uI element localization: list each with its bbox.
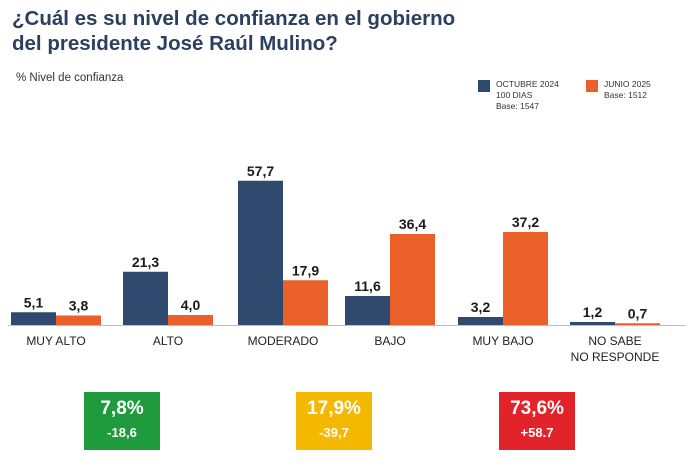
bar-octubre-2024 bbox=[458, 317, 503, 325]
legend-swatch-junio-2025 bbox=[586, 80, 598, 92]
bar-octubre-2024 bbox=[238, 180, 283, 325]
category-label: MUY ALTO bbox=[26, 334, 85, 348]
bar-value-label: 4,0 bbox=[181, 297, 201, 313]
bar-junio-2025 bbox=[56, 315, 101, 325]
bar-value-label: 3,2 bbox=[471, 299, 491, 315]
legend-item-octubre-2024: OCTUBRE 2024 100 DIAS Base: 1547 bbox=[478, 79, 559, 112]
bar-octubre-2024 bbox=[123, 271, 168, 325]
summary-change: +58.7 bbox=[520, 425, 554, 440]
category-label: NO RESPONDE bbox=[571, 350, 660, 364]
legend-line: OCTUBRE 2024 bbox=[496, 79, 559, 89]
bar-chart: 5,1 21,3 57,7 11,6 3,2 1,2 3,8 4,0 17,9 36,4 37,2 0… bbox=[8, 163, 686, 364]
legend-swatch-octubre-2024 bbox=[478, 80, 490, 92]
category-label: NO SABE bbox=[588, 334, 641, 348]
bar-value-label: 57,7 bbox=[247, 163, 274, 179]
bar-junio-2025 bbox=[390, 234, 435, 325]
legend-text-octubre-2024: OCTUBRE 2024 100 DIAS Base: 1547 bbox=[496, 79, 559, 112]
legend-line: Base: 1547 bbox=[496, 101, 540, 111]
legend-line: 100 DIAS bbox=[496, 90, 533, 100]
bar-value-label: 3,8 bbox=[69, 298, 89, 314]
bar-octubre-2024 bbox=[11, 312, 56, 325]
bar-junio-2025 bbox=[615, 323, 660, 325]
bar-value-label: 36,4 bbox=[399, 216, 426, 232]
bar-value-label: 37,2 bbox=[512, 214, 539, 230]
legend-item-junio-2025: JUNIO 2025 Base: 1512 bbox=[586, 79, 651, 101]
chart-subtitle: % Nivel de confianza bbox=[16, 72, 124, 84]
bar-value-label: 1,2 bbox=[583, 304, 603, 320]
summary-percent: 7,8% bbox=[100, 398, 144, 419]
category-label: MODERADO bbox=[248, 334, 319, 348]
summary-percent: 17,9% bbox=[307, 398, 361, 419]
summary-percent: 73,6% bbox=[510, 398, 564, 419]
bar-junio-2025 bbox=[503, 232, 548, 325]
bar-value-label: 5,1 bbox=[24, 294, 44, 310]
summary-change: -39,7 bbox=[319, 425, 349, 440]
bar-junio-2025 bbox=[168, 315, 213, 325]
bar-octubre-2024 bbox=[345, 296, 390, 325]
bar-value-label: 0,7 bbox=[628, 305, 648, 321]
bar-octubre-2024 bbox=[570, 322, 615, 325]
bar-value-label: 17,9 bbox=[292, 262, 319, 278]
category-label: ALTO bbox=[153, 334, 183, 348]
bar-junio-2025 bbox=[283, 280, 328, 325]
summary-box-moderado: 17,9% -39,7 bbox=[296, 392, 372, 450]
bar-value-label: 21,3 bbox=[132, 254, 159, 270]
category-label: MUY BAJO bbox=[472, 334, 533, 348]
category-label: BAJO bbox=[374, 334, 405, 348]
bar-value-label: 11,6 bbox=[354, 278, 381, 294]
summary-change: -18,6 bbox=[107, 425, 137, 440]
legend-line: Base: 1512 bbox=[604, 90, 648, 100]
legend-line: JUNIO 2025 bbox=[604, 79, 651, 89]
chart-title: ¿Cuál es su nivel de confianza en el gob… bbox=[12, 7, 456, 55]
summary-box-bajo: 73,6% +58.7 bbox=[499, 392, 575, 450]
summary-box-alto: 7,8% -18,6 bbox=[84, 392, 160, 450]
legend-text-junio-2025: JUNIO 2025 Base: 1512 bbox=[604, 79, 651, 101]
